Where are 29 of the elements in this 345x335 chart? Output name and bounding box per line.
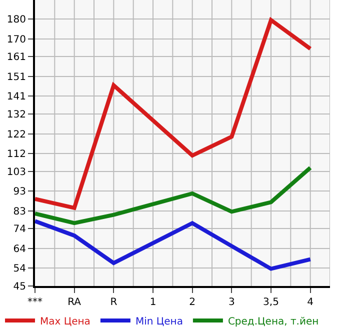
y-tick-label: 112 (6, 149, 26, 160)
y-tick-label: 170 (6, 34, 26, 46)
y-tick-label: 54 (13, 264, 26, 275)
y-tick-label: 151 (6, 72, 26, 83)
legend-label: Max Цена (40, 316, 90, 328)
y-tick-label: 180 (6, 14, 26, 26)
y-tick-label: 74 (13, 224, 26, 236)
y-tick-label: 93 (13, 186, 26, 198)
x-tick-label: R (110, 297, 118, 308)
legend-label: Сред.Цена, т.йен (228, 316, 319, 328)
x-tick-label: 3 (228, 297, 235, 308)
x-tick-label: 1 (150, 297, 156, 308)
y-tick-label: 161 (6, 52, 26, 64)
y-tick-label: 103 (6, 166, 26, 178)
x-tick-label: *** (28, 297, 42, 308)
y-tick-label: 64 (13, 244, 26, 255)
legend-label: Min Цена (135, 316, 183, 328)
x-tick-label: 4 (307, 297, 314, 308)
x-tick-label: RA (68, 297, 82, 308)
x-tick-label: 2 (189, 297, 196, 308)
line-series (35, 219, 312, 271)
y-tick-label: 45 (13, 282, 26, 292)
x-tick-label: 3,5 (263, 297, 279, 308)
line-series (35, 18, 312, 210)
y-tick-label: 132 (6, 109, 26, 120)
y-tick-label: 122 (6, 129, 26, 140)
line-series (35, 166, 312, 226)
y-tick-label: 141 (6, 92, 26, 103)
y-tick-label: 83 (13, 206, 26, 218)
